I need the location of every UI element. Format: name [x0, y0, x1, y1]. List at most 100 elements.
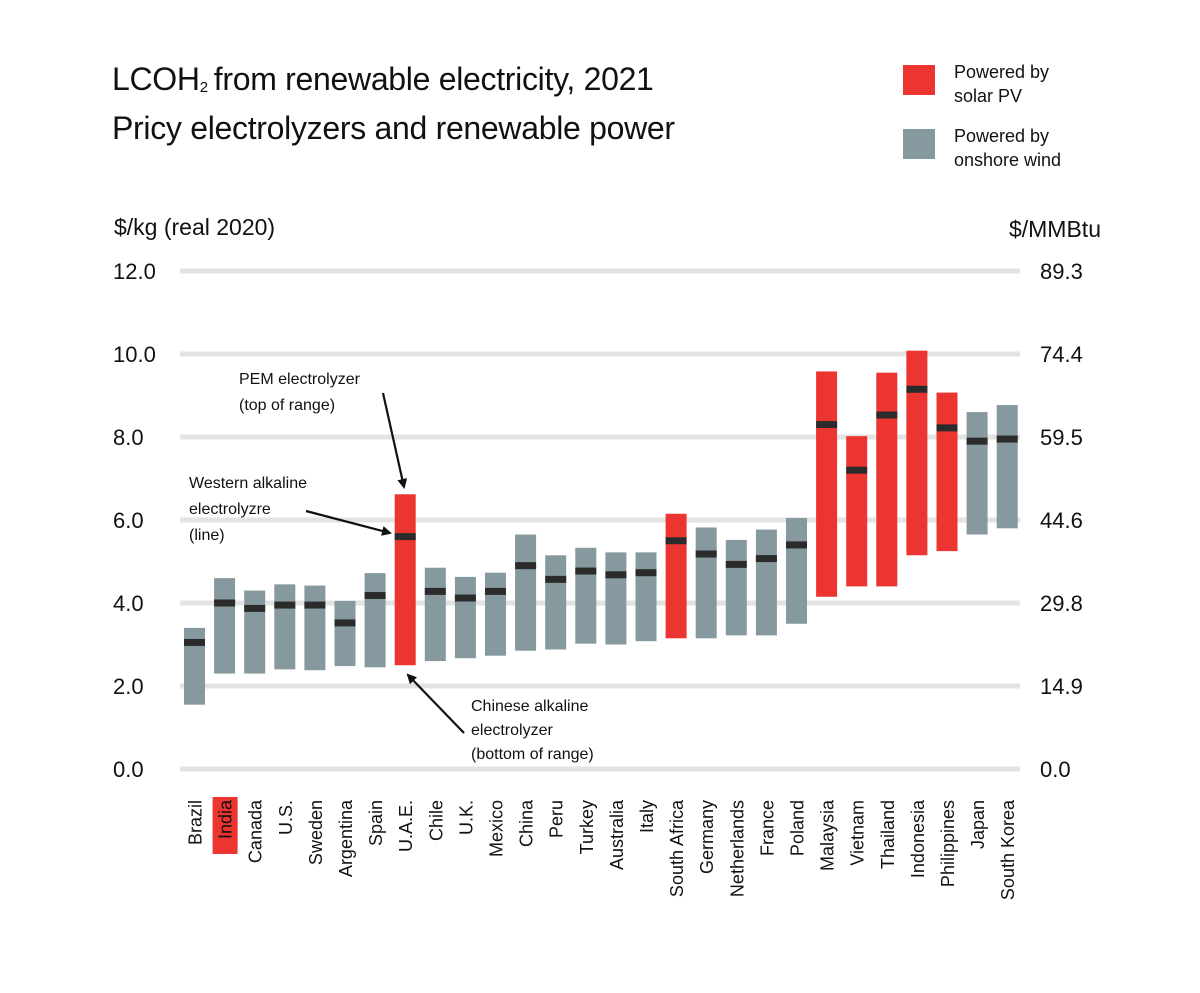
legend-label-wind: Powered by onshore wind: [954, 124, 1114, 172]
category-label-group: Brazil: [186, 800, 206, 845]
category-label-group: Malaysia: [818, 799, 838, 871]
western-alkaline-marker: [906, 385, 928, 393]
category-label: Philippines: [938, 800, 958, 887]
y-axis-left-ticks: 0.0 2.0 4.0 6.0 8.0 10.0 12.0: [113, 259, 156, 782]
category-label: Malaysia: [818, 799, 838, 871]
western-alkaline-marker: [184, 638, 205, 646]
legend-swatch-solar: [903, 65, 935, 95]
legend-label-line: solar PV: [954, 86, 1023, 106]
western-alkaline-marker: [846, 466, 868, 474]
western-alkaline-marker: [454, 594, 476, 602]
category-label-group: Canada: [246, 799, 266, 863]
y-tick-left: 10.0: [113, 342, 156, 367]
category-label: Turkey: [577, 800, 597, 854]
category-label: U.S.: [276, 800, 296, 835]
category-label-group: Vietnam: [848, 800, 868, 866]
annotation-western-line: Western alkaline: [189, 475, 307, 492]
category-label-group: India: [212, 797, 238, 854]
category-label-group: Australia: [607, 799, 627, 870]
category-label-group: U.K.: [456, 800, 476, 835]
y-tick-right: 44.6: [1040, 508, 1083, 533]
legend-label-solar: Powered by solar PV: [954, 60, 1114, 108]
range-bar-u-s-: [274, 584, 296, 670]
annotation-western-line: (line): [189, 527, 225, 544]
category-label: U.K.: [456, 800, 476, 835]
western-alkaline-marker: [876, 411, 898, 419]
y-tick-left: 8.0: [113, 425, 144, 450]
category-label: Vietnam: [848, 800, 868, 866]
western-alkaline-marker: [665, 537, 687, 545]
category-label: South Africa: [667, 799, 687, 897]
category-label: Peru: [547, 800, 567, 838]
western-alkaline-marker: [334, 619, 356, 627]
category-label: Thailand: [878, 800, 898, 869]
y-tick-right: 14.9: [1040, 674, 1083, 699]
y-tick-right: 74.4: [1040, 342, 1083, 367]
title-line-2: Pricy electrolyzers and renewable power: [112, 110, 675, 146]
western-alkaline-marker: [575, 567, 597, 575]
y-tick-left: 12.0: [113, 259, 156, 284]
range-bar-spain: [364, 573, 386, 668]
category-label: Brazil: [186, 800, 206, 845]
category-label: South Korea: [998, 799, 1018, 900]
y-tick-right: 0.0: [1040, 757, 1071, 782]
range-bar-brazil: [184, 627, 205, 705]
range-bar-south-africa: [665, 513, 687, 639]
title-subscript: 2: [199, 79, 208, 96]
annotation-chinese-line: Chinese alkaline: [471, 698, 589, 715]
category-label-group: U.A.E.: [396, 800, 416, 852]
category-label: France: [757, 800, 777, 856]
title-line1-text: from renewable electricity, 2021: [213, 61, 654, 97]
western-alkaline-marker: [214, 599, 236, 607]
category-label-group: Italy: [637, 800, 657, 833]
range-bar-japan: [966, 412, 988, 535]
western-alkaline-marker: [996, 435, 1018, 443]
annotation-pem-line: PEM electrolyzer: [239, 371, 361, 388]
range-bar-italy: [635, 552, 657, 642]
y-tick-left: 2.0: [113, 674, 144, 699]
western-alkaline-marker: [695, 550, 717, 558]
western-alkaline-marker: [936, 424, 958, 432]
category-highlight: [212, 797, 238, 854]
annotation-western-arrow: [305, 509, 392, 536]
category-label-group: Spain: [366, 800, 386, 846]
western-alkaline-marker: [304, 601, 326, 609]
category-label-group: Chile: [426, 800, 446, 841]
category-label: Japan: [968, 800, 988, 849]
range-bar-chile: [424, 567, 446, 662]
category-label-group: Mexico: [487, 800, 507, 857]
category-label-group: South Korea: [998, 799, 1018, 900]
category-label: Chile: [426, 800, 446, 841]
western-alkaline-marker: [605, 571, 627, 579]
category-label: Canada: [246, 799, 266, 863]
western-alkaline-marker: [786, 541, 807, 549]
category-label-group: Philippines: [938, 800, 958, 887]
range-bar-malaysia: [816, 371, 838, 597]
category-label-group: Argentina: [336, 799, 356, 877]
category-label: Sweden: [306, 800, 326, 865]
y-tick-right: 29.8: [1040, 591, 1083, 616]
western-alkaline-marker: [755, 555, 777, 563]
range-bar-netherlands: [725, 539, 747, 636]
range-bar-philippines: [936, 392, 958, 552]
range-bar-germany: [695, 527, 717, 639]
category-label-group: South Africa: [667, 799, 687, 897]
category-label-group: Poland: [788, 800, 808, 856]
title-lcoh: LCOH: [112, 61, 200, 97]
y-tick-left: 6.0: [113, 508, 144, 533]
category-label-group: Indonesia: [908, 799, 928, 878]
y-tick-left: 0.0: [113, 757, 144, 782]
category-label-group: France: [757, 800, 777, 856]
y-axis-unit-right: $/MMBtu: [1008, 216, 1101, 242]
legend-label-line: onshore wind: [954, 150, 1062, 170]
western-alkaline-marker: [364, 592, 386, 600]
category-label: Argentina: [336, 799, 356, 877]
category-label-group: Sweden: [306, 800, 326, 865]
range-bar-argentina: [334, 600, 356, 667]
category-label-group: Germany: [697, 800, 717, 874]
annotation-pem-arrow: [381, 392, 408, 489]
legend-label-line: Powered by: [954, 62, 1050, 82]
category-label: Australia: [607, 799, 627, 870]
x-axis-category-labels: Brazil India Canada U.S. Sweden Argentina Spai…: [186, 797, 1018, 900]
y-tick-right: 59.5: [1040, 425, 1083, 450]
